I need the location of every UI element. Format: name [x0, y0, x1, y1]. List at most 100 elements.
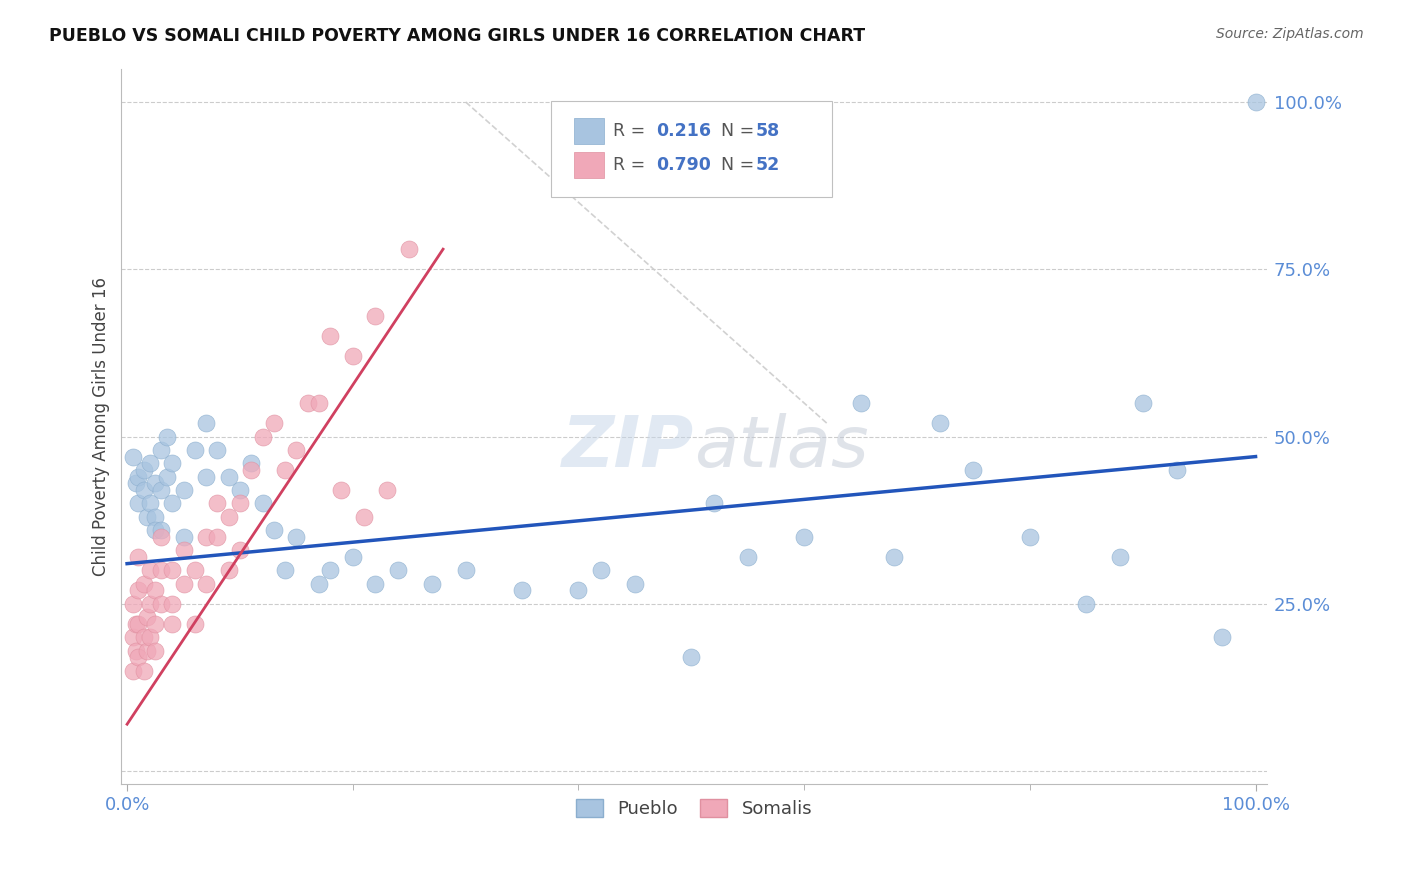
- Point: [1076, 597, 1098, 611]
- Text: ZIP: ZIP: [562, 414, 695, 483]
- Point: [297, 396, 319, 410]
- Point: [229, 496, 252, 510]
- Point: [252, 496, 274, 510]
- Point: [173, 576, 195, 591]
- Point: [155, 429, 177, 443]
- Point: [240, 456, 263, 470]
- Point: [308, 576, 330, 591]
- Point: [125, 616, 148, 631]
- Point: [567, 583, 589, 598]
- FancyBboxPatch shape: [574, 153, 603, 178]
- Point: [132, 483, 155, 497]
- Point: [127, 616, 149, 631]
- Point: [962, 463, 984, 477]
- Point: [143, 643, 166, 657]
- Point: [143, 509, 166, 524]
- Point: [138, 597, 160, 611]
- Point: [454, 563, 477, 577]
- Point: [132, 664, 155, 678]
- Point: [127, 549, 149, 564]
- Point: [353, 509, 375, 524]
- Point: [342, 349, 364, 363]
- Point: [143, 523, 166, 537]
- Point: [184, 563, 207, 577]
- Point: [195, 416, 218, 430]
- Point: [136, 509, 159, 524]
- Point: [132, 630, 155, 644]
- Point: [263, 416, 285, 430]
- Text: 52: 52: [756, 156, 780, 174]
- Point: [420, 576, 443, 591]
- Point: [149, 530, 172, 544]
- Text: Source: ZipAtlas.com: Source: ZipAtlas.com: [1216, 27, 1364, 41]
- Point: [173, 543, 195, 558]
- Point: [138, 456, 160, 470]
- Point: [624, 576, 647, 591]
- Text: N =: N =: [710, 122, 759, 140]
- Point: [121, 630, 143, 644]
- Point: [703, 496, 725, 510]
- Text: N =: N =: [710, 156, 759, 174]
- Text: atlas: atlas: [695, 414, 869, 483]
- Point: [160, 496, 183, 510]
- Point: [195, 576, 218, 591]
- Point: [173, 483, 195, 497]
- Point: [330, 483, 353, 497]
- Point: [195, 469, 218, 483]
- Point: [127, 496, 149, 510]
- Point: [138, 563, 160, 577]
- Point: [928, 416, 950, 430]
- Point: [364, 309, 387, 323]
- Point: [207, 530, 229, 544]
- Point: [1244, 95, 1267, 109]
- Point: [240, 463, 263, 477]
- Point: [149, 563, 172, 577]
- Point: [160, 563, 183, 577]
- Point: [121, 450, 143, 464]
- Point: [155, 469, 177, 483]
- Point: [274, 463, 297, 477]
- Point: [274, 563, 297, 577]
- Point: [125, 643, 148, 657]
- Point: [149, 442, 172, 457]
- Point: [143, 476, 166, 491]
- Point: [138, 630, 160, 644]
- Point: [1211, 630, 1233, 644]
- Point: [319, 329, 342, 343]
- Point: [121, 664, 143, 678]
- Text: 58: 58: [756, 122, 780, 140]
- Point: [252, 429, 274, 443]
- Point: [149, 483, 172, 497]
- Point: [342, 549, 364, 564]
- Point: [589, 563, 612, 577]
- Point: [883, 549, 905, 564]
- Point: [229, 483, 252, 497]
- Point: [387, 563, 409, 577]
- Point: [319, 563, 342, 577]
- Point: [364, 576, 387, 591]
- Point: [127, 583, 149, 598]
- Point: [1132, 396, 1154, 410]
- Text: R =: R =: [613, 122, 651, 140]
- Point: [184, 442, 207, 457]
- Point: [195, 530, 218, 544]
- Point: [132, 576, 155, 591]
- FancyBboxPatch shape: [551, 101, 831, 197]
- Y-axis label: Child Poverty Among Girls Under 16: Child Poverty Among Girls Under 16: [93, 277, 110, 576]
- Point: [849, 396, 872, 410]
- Text: 0.790: 0.790: [657, 156, 711, 174]
- Point: [285, 530, 308, 544]
- Point: [207, 496, 229, 510]
- Point: [160, 616, 183, 631]
- Text: R =: R =: [613, 156, 651, 174]
- Point: [375, 483, 398, 497]
- Point: [229, 543, 252, 558]
- Legend: Pueblo, Somalis: Pueblo, Somalis: [569, 792, 820, 825]
- Point: [308, 396, 330, 410]
- Point: [1166, 463, 1188, 477]
- Point: [218, 509, 240, 524]
- Point: [149, 523, 172, 537]
- Point: [184, 616, 207, 631]
- Point: [1109, 549, 1132, 564]
- Point: [138, 496, 160, 510]
